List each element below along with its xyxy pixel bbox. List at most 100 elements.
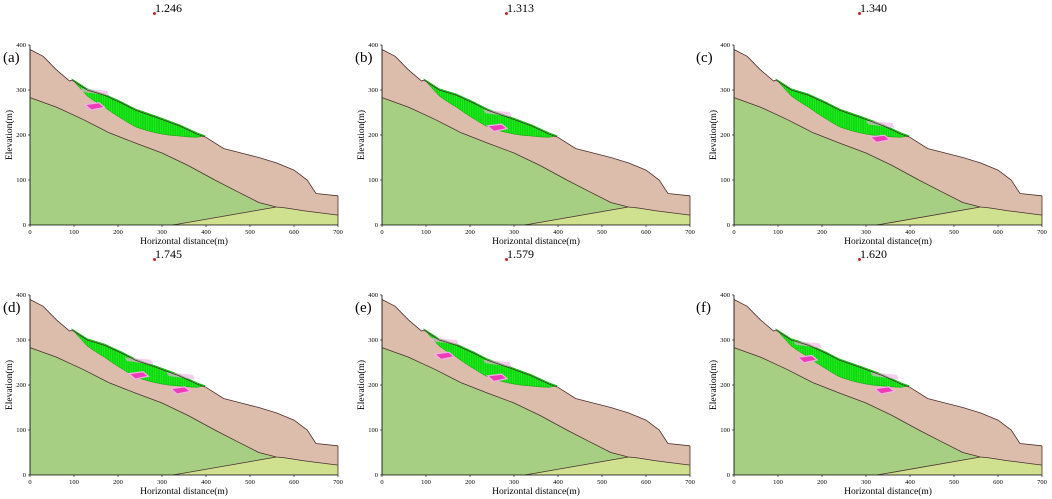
x-tick-label: 0 [380, 229, 383, 236]
y-tick-label: 300 [720, 337, 730, 344]
slip-wedge [486, 373, 509, 382]
fos-marker [858, 12, 861, 15]
x-tick-label: 100 [421, 479, 431, 486]
y-tick-label: 200 [720, 132, 730, 139]
x-tick-label: 200 [817, 479, 827, 486]
panel-d: 1.745 (d) 0 100 200 300 400 500 600 700 0 100 200 300… [0, 247, 348, 498]
x-tick-label: 500 [245, 479, 255, 486]
y-tick-label: 100 [720, 427, 730, 434]
y-tick-label: 400 [368, 292, 378, 299]
slope-section-plot: 0 100 200 300 400 500 600 700 0 100 200 300 400 [16, 292, 343, 486]
y-tick-label: 100 [16, 427, 26, 434]
x-tick-label: 600 [641, 479, 651, 486]
y-axis-label: Elevation(m) [709, 109, 719, 161]
factor-of-safety-label: 1.579 [507, 247, 534, 261]
ground-surface-line [29, 299, 339, 447]
lower-layer-boundary-line [524, 206, 629, 226]
bedrock-layer [382, 97, 690, 225]
panel-label: (b) [355, 50, 373, 66]
ground-surface-line [733, 49, 1043, 197]
fos-marker [153, 258, 156, 261]
y-tick-label: 200 [16, 382, 26, 389]
x-tick-label: 0 [732, 479, 735, 486]
x-tick-label: 400 [201, 479, 211, 486]
factor-of-safety-label: 1.313 [507, 1, 534, 15]
x-tick-label: 500 [245, 229, 255, 236]
y-axis-label: Elevation(m) [5, 359, 15, 411]
x-tick-label: 600 [289, 479, 299, 486]
y-tick-label: 0 [727, 222, 730, 229]
x-tick-label: 300 [509, 479, 519, 486]
x-tick-label: 400 [201, 229, 211, 236]
x-tick-label: 100 [69, 479, 79, 486]
x-tick-label: 100 [421, 229, 431, 236]
x-tick-label: 700 [333, 479, 343, 486]
bedrock-layer [382, 347, 690, 475]
y-tick-label: 100 [368, 427, 378, 434]
x-tick-label: 400 [553, 479, 563, 486]
x-tick-label: 700 [333, 229, 343, 236]
y-tick-label: 0 [375, 472, 378, 479]
ground-surface-line [29, 49, 339, 197]
lower-layer-boundary-line [876, 206, 981, 226]
x-tick-label: 100 [773, 479, 783, 486]
x-axis-label: Horizontal distance(m) [844, 237, 932, 247]
y-tick-label: 300 [720, 87, 730, 94]
lower-right-layer [525, 457, 690, 475]
slip-wedge [127, 371, 150, 380]
x-tick-label: 0 [28, 479, 31, 486]
y-axis-label: Elevation(m) [5, 109, 15, 161]
bedrock-layer [30, 97, 338, 225]
bedrock-layer [734, 347, 1042, 475]
x-tick-label: 500 [949, 479, 959, 486]
slip-wedge-halo [166, 372, 195, 380]
x-tick-label: 0 [28, 229, 31, 236]
x-tick-label: 300 [157, 479, 167, 486]
slope-section-plot: 0 100 200 300 400 500 600 700 0 100 200 300 400 [720, 42, 1047, 236]
x-tick-label: 200 [465, 479, 475, 486]
panel-label: (a) [3, 50, 20, 66]
x-tick-label: 600 [641, 229, 651, 236]
factor-of-safety-label: 1.620 [860, 247, 887, 261]
x-axis-label: Horizontal distance(m) [140, 237, 228, 247]
x-tick-label: 300 [157, 229, 167, 236]
y-tick-label: 0 [727, 472, 730, 479]
lower-right-layer [173, 207, 338, 225]
x-tick-label: 500 [597, 229, 607, 236]
x-tick-label: 400 [553, 229, 563, 236]
panel-label: (c) [696, 50, 713, 66]
y-tick-label: 400 [720, 292, 730, 299]
x-tick-label: 500 [949, 229, 959, 236]
slope-section-plot: 0 100 200 300 400 500 600 700 0 100 200 300 400 [720, 292, 1047, 486]
x-tick-label: 0 [732, 229, 735, 236]
lower-layer-boundary-line [524, 456, 629, 476]
slip-wedge [873, 386, 896, 395]
x-tick-label: 700 [685, 229, 695, 236]
lower-right-layer [877, 207, 1042, 225]
panel-label: (d) [3, 300, 21, 316]
bedrock-layer [30, 347, 338, 475]
panel-label: (e) [355, 300, 372, 316]
y-tick-label: 200 [368, 382, 378, 389]
y-tick-label: 300 [368, 87, 378, 94]
x-tick-label: 700 [685, 479, 695, 486]
x-axis-label: Horizontal distance(m) [140, 487, 228, 497]
y-tick-label: 300 [16, 87, 26, 94]
fos-marker [505, 12, 508, 15]
lower-right-layer [877, 457, 1042, 475]
y-tick-label: 100 [368, 177, 378, 184]
x-axis-label: Horizontal distance(m) [492, 237, 580, 247]
slip-wedge [868, 134, 892, 144]
y-tick-label: 200 [368, 132, 378, 139]
slip-wedge [83, 102, 106, 111]
y-tick-label: 400 [720, 42, 730, 49]
x-tick-label: 0 [380, 479, 383, 486]
slip-wedge [169, 386, 192, 395]
x-tick-label: 700 [1037, 229, 1047, 236]
factor-of-safety-label: 1.246 [155, 1, 182, 15]
lower-right-layer [525, 207, 690, 225]
y-tick-label: 300 [368, 337, 378, 344]
y-axis-label: Elevation(m) [357, 359, 367, 411]
y-tick-label: 400 [16, 42, 26, 49]
y-tick-label: 400 [368, 42, 378, 49]
